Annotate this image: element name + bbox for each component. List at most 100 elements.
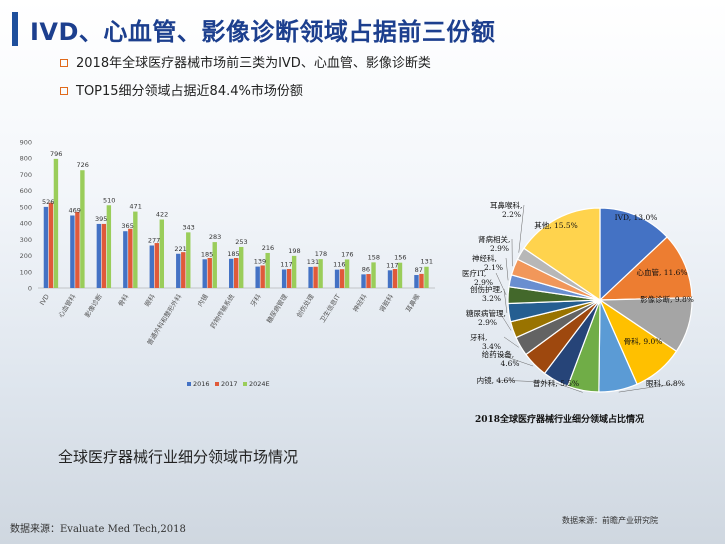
bar-2017-2 <box>101 223 107 288</box>
bar-2016-7 <box>229 258 234 288</box>
bar-2016-9 <box>281 269 287 288</box>
bar-2017-11 <box>339 269 345 288</box>
bar-2017-5 <box>181 252 186 288</box>
bullet-square-icon <box>60 86 68 95</box>
bar-data-label: 185 <box>201 250 213 258</box>
pie-label: 糖尿病管理, 2.9% <box>466 308 506 327</box>
pie-leader-line <box>503 288 508 313</box>
bar-y-tick-label: 800 <box>20 155 32 163</box>
bar-legend-label: 2024E <box>249 380 270 388</box>
bar-2017-8 <box>260 265 265 288</box>
bar-y-tick-label: 900 <box>20 139 32 147</box>
bullet-1-text: 2018年全球医疗器械市场前三类为IVD、心血管、影像诊断类 <box>76 56 431 71</box>
bar-2024E-4 <box>159 219 164 288</box>
bar-data-label: 796 <box>50 150 62 158</box>
bar-data-label: 253 <box>235 238 247 246</box>
bar-2024E-8 <box>265 252 270 288</box>
bar-data-label: 87 <box>415 266 423 274</box>
bar-2017-10 <box>313 266 318 288</box>
bar-data-label: 178 <box>315 250 327 258</box>
bar-2024E-0 <box>53 158 59 288</box>
bar-2017-9 <box>286 269 292 288</box>
pie-label: 骨科, 9.0% <box>624 336 663 346</box>
bar-data-label: 510 <box>103 196 115 204</box>
bar-data-label: 471 <box>129 203 141 211</box>
pie-slice-0 <box>599 207 668 302</box>
bar-legend-swatch <box>187 382 191 386</box>
bar-y-tick-label: 0 <box>28 285 32 293</box>
bar-2016-0 <box>43 206 49 288</box>
bar-2024E-1 <box>80 170 85 288</box>
bar-2016-6 <box>202 259 207 288</box>
bar-y-tick-label: 200 <box>20 252 32 260</box>
pie-label: 神经科, 2.1% <box>472 253 503 272</box>
bar-2016-12 <box>361 274 366 288</box>
pie-chart-title: 2018全球医疗器械行业细分领域占比情况 <box>475 415 645 425</box>
bar-data-label: 283 <box>209 233 221 241</box>
bar-data-label: 131 <box>307 258 319 266</box>
bar-data-label: 395 <box>95 215 107 223</box>
pie-leader-line <box>497 353 534 367</box>
source-note-left: 数据来源：Evaluate Med Tech,2018 <box>10 524 186 535</box>
bar-data-label: 365 <box>121 222 133 230</box>
bar-marks <box>43 158 429 288</box>
bar-data-label: 198 <box>288 247 300 255</box>
pie-label: 内镜, 4.6% <box>477 375 516 385</box>
pie-leader-line <box>499 312 512 331</box>
pie-label: 创伤护理, 3.2% <box>470 284 502 303</box>
pie-leader-lines <box>495 204 681 393</box>
bar-2016-1 <box>70 215 75 288</box>
bar-2016-8 <box>255 266 260 288</box>
bar-2017-1 <box>75 211 80 288</box>
bar-2024E-12 <box>371 262 376 288</box>
bar-data-label: 216 <box>262 244 274 252</box>
bar-2017-6 <box>207 257 212 288</box>
bar-y-tick-label: 600 <box>20 187 32 195</box>
bar-data-label: 86 <box>362 265 370 273</box>
bar-data-label: 277 <box>148 236 160 244</box>
pie-slice-15 <box>523 207 601 302</box>
bar-data-label: 469 <box>68 206 80 214</box>
source-note-right: 数据来源：前瞻产业研究院 <box>562 516 658 525</box>
bar-data-labels: 526 796 469 726 395 510 365 471 277 422 221 343 185 2… <box>42 150 433 274</box>
bar-2024E-9 <box>291 255 297 288</box>
bar-data-label: 131 <box>421 258 433 266</box>
pie-label: 牙科, 3.4% <box>470 332 501 351</box>
bar-y-tick-label: 500 <box>20 203 32 211</box>
bar-data-label: 156 <box>394 254 406 262</box>
bar-data-label: 176 <box>341 250 353 258</box>
bar-legend-swatch <box>215 382 219 386</box>
bar-data-label: 343 <box>182 223 194 231</box>
pie-label: 普外科, 5.5% <box>533 378 579 388</box>
title-accent-bar <box>12 12 18 46</box>
bar-2017-0 <box>48 202 54 288</box>
pie-label: 心血管, 11.6% <box>636 267 687 277</box>
bar-2024E-7 <box>239 246 244 288</box>
pie-label: 肾病相关, 2.9% <box>478 234 510 253</box>
bar-data-label: 726 <box>76 161 88 169</box>
bullet-square-icon <box>60 58 68 67</box>
bar-2016-3 <box>123 231 128 288</box>
bar-chart-caption: 全球医疗器械行业细分领域市场情况 <box>58 448 299 466</box>
bar-y-tick-label: 300 <box>20 236 32 244</box>
bar-data-label: 221 <box>174 245 186 253</box>
pie-label: IVD, 13.0% <box>615 213 658 222</box>
pie-leader-line <box>618 382 681 393</box>
bar-data-label: 185 <box>227 250 239 258</box>
page-title: IVD、心血管、影像诊断领域占据前三份额 <box>30 18 496 46</box>
bar-2016-10 <box>308 266 313 288</box>
pie-label: 影像诊断, 9.8% <box>640 294 694 304</box>
bullet-1: 2018年全球医疗器械市场前三类为IVD、心血管、影像诊断类 <box>60 52 431 71</box>
bar-2024E-11 <box>344 259 350 288</box>
pie-leader-line <box>555 382 583 393</box>
bar-2017-13 <box>392 269 398 288</box>
bar-data-label: 139 <box>254 258 266 266</box>
bar-legend-label: 2016 <box>193 380 210 388</box>
bar-data-label: 158 <box>368 253 380 261</box>
bar-data-label: 422 <box>156 211 168 219</box>
bullet-2-text: TOP15细分领域占据近84.4%市场份额 <box>76 84 303 99</box>
bar-data-label: 117 <box>280 261 292 269</box>
pie-label: 眼科, 6.8% <box>646 378 685 388</box>
